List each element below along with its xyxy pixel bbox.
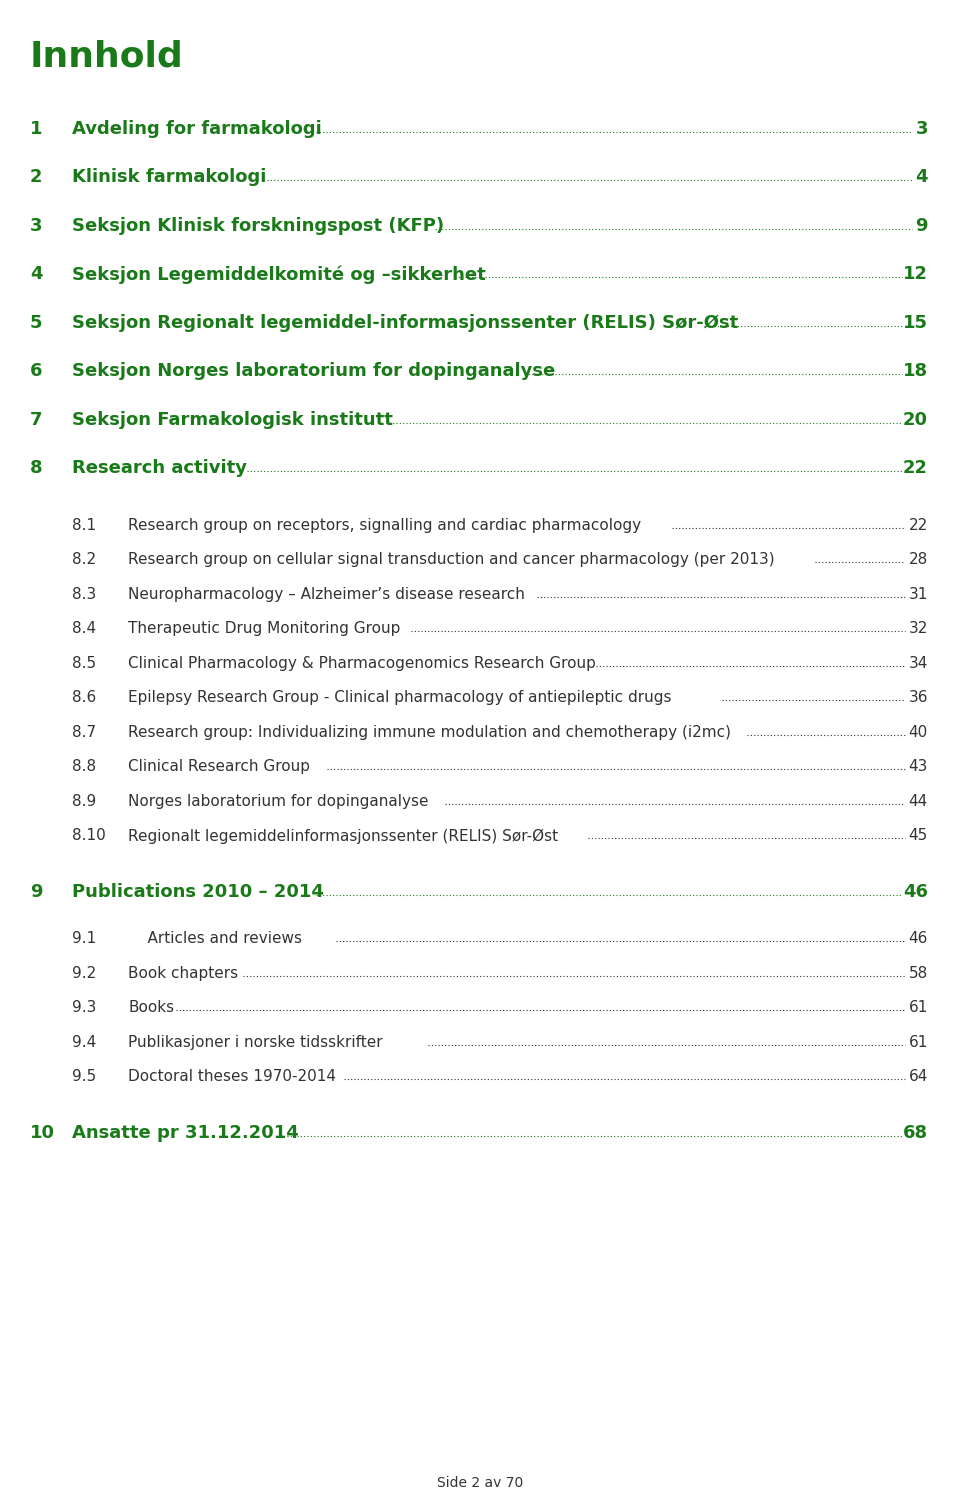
Text: 44: 44	[909, 794, 928, 809]
Text: 5: 5	[30, 314, 42, 333]
Text: 64: 64	[908, 1069, 928, 1084]
Text: 9.4: 9.4	[72, 1036, 96, 1049]
Text: 32: 32	[908, 621, 928, 637]
Text: 45: 45	[909, 829, 928, 844]
Text: 34: 34	[908, 656, 928, 671]
Text: Clinical Pharmacology & Pharmacogenomics Research Group: Clinical Pharmacology & Pharmacogenomics…	[128, 656, 596, 671]
Text: 31: 31	[908, 587, 928, 602]
Text: Avdeling for farmakologi: Avdeling for farmakologi	[72, 119, 322, 138]
Text: 61: 61	[908, 1001, 928, 1016]
Text: 58: 58	[909, 966, 928, 981]
Text: 8.4: 8.4	[72, 621, 96, 637]
Text: Research group on receptors, signalling and cardiac pharmacology: Research group on receptors, signalling …	[128, 519, 641, 534]
Text: Klinisk farmakologi: Klinisk farmakologi	[72, 168, 266, 186]
Text: 46: 46	[908, 931, 928, 947]
Text: 61: 61	[908, 1036, 928, 1049]
Text: 8.3: 8.3	[72, 587, 96, 602]
Text: 8.9: 8.9	[72, 794, 96, 809]
Text: 8.7: 8.7	[72, 724, 96, 739]
Text: 18: 18	[902, 363, 928, 381]
Text: 9.5: 9.5	[72, 1069, 96, 1084]
Text: 9.2: 9.2	[72, 966, 96, 981]
Text: Seksjon Regionalt legemiddel-informasjonssenter (RELIS) Sør-Øst: Seksjon Regionalt legemiddel-informasjon…	[72, 314, 738, 333]
Text: 8.8: 8.8	[72, 759, 96, 774]
Text: Books: Books	[128, 1001, 174, 1016]
Text: 9.1: 9.1	[72, 931, 96, 947]
Text: 4: 4	[30, 266, 42, 283]
Text: 8.1: 8.1	[72, 519, 96, 534]
Text: 46: 46	[903, 883, 928, 901]
Text: 6: 6	[30, 363, 42, 381]
Text: 8.2: 8.2	[72, 552, 96, 567]
Text: Seksjon Legemiddelkomité og –sikkerhet: Seksjon Legemiddelkomité og –sikkerhet	[72, 266, 486, 284]
Text: Book chapters: Book chapters	[128, 966, 238, 981]
Text: Research activity: Research activity	[72, 460, 247, 478]
Text: Neuropharmacology – Alzheimer’s disease research: Neuropharmacology – Alzheimer’s disease …	[128, 587, 525, 602]
Text: 8.6: 8.6	[72, 691, 96, 706]
Text: 43: 43	[908, 759, 928, 774]
Text: 9: 9	[30, 883, 42, 901]
Text: Innhold: Innhold	[30, 39, 183, 74]
Text: 1: 1	[30, 119, 42, 138]
Text: 22: 22	[903, 460, 928, 478]
Text: Therapeutic Drug Monitoring Group: Therapeutic Drug Monitoring Group	[128, 621, 400, 637]
Text: 40: 40	[909, 724, 928, 739]
Text: Doctoral theses 1970-2014: Doctoral theses 1970-2014	[128, 1069, 336, 1084]
Text: 15: 15	[903, 314, 928, 333]
Text: 3: 3	[30, 218, 42, 234]
Text: 3: 3	[916, 119, 928, 138]
Text: 9: 9	[916, 218, 928, 234]
Text: 12: 12	[903, 266, 928, 283]
Text: 4: 4	[916, 168, 928, 186]
Text: 20: 20	[903, 411, 928, 429]
Text: Seksjon Farmakologisk institutt: Seksjon Farmakologisk institutt	[72, 411, 393, 429]
Text: Side 2 av 70: Side 2 av 70	[437, 1476, 523, 1489]
Text: 7: 7	[30, 411, 42, 429]
Text: Research group on cellular signal transduction and cancer pharmacology (per 2013: Research group on cellular signal transd…	[128, 552, 775, 567]
Text: 10: 10	[30, 1123, 55, 1142]
Text: 68: 68	[902, 1123, 928, 1142]
Text: Articles and reviews: Articles and reviews	[128, 931, 302, 947]
Text: Research group: Individualizing immune modulation and chemotherapy (i2mc): Research group: Individualizing immune m…	[128, 724, 731, 739]
Text: 2: 2	[30, 168, 42, 186]
Text: 36: 36	[908, 691, 928, 706]
Text: Seksjon Norges laboratorium for dopinganalyse: Seksjon Norges laboratorium for dopingan…	[72, 363, 555, 381]
Text: Ansatte pr 31.12.2014: Ansatte pr 31.12.2014	[72, 1123, 299, 1142]
Text: Publikasjoner i norske tidsskrifter: Publikasjoner i norske tidsskrifter	[128, 1036, 383, 1049]
Text: Regionalt legemiddelinformasjonssenter (RELIS) Sør-Øst: Regionalt legemiddelinformasjonssenter (…	[128, 829, 558, 844]
Text: 28: 28	[909, 552, 928, 567]
Text: 8.10: 8.10	[72, 829, 106, 844]
Text: 8: 8	[30, 460, 42, 478]
Text: Seksjon Klinisk forskningspost (KFP): Seksjon Klinisk forskningspost (KFP)	[72, 218, 444, 234]
Text: Norges laboratorium for dopinganalyse: Norges laboratorium for dopinganalyse	[128, 794, 428, 809]
Text: 9.3: 9.3	[72, 1001, 96, 1016]
Text: 8.5: 8.5	[72, 656, 96, 671]
Text: Clinical Research Group: Clinical Research Group	[128, 759, 310, 774]
Text: Epilepsy Research Group - Clinical pharmacology of antiepileptic drugs: Epilepsy Research Group - Clinical pharm…	[128, 691, 671, 706]
Text: Publications 2010 – 2014: Publications 2010 – 2014	[72, 883, 324, 901]
Text: 22: 22	[909, 519, 928, 534]
